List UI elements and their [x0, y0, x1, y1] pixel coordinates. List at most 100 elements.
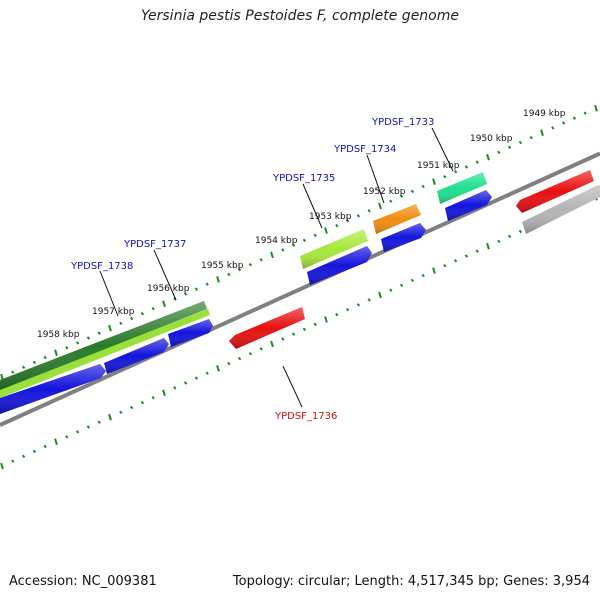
minor-tick [291, 332, 296, 336]
minor-tick [248, 351, 253, 356]
feature-teal-1733-shade [437, 172, 487, 204]
minor-tick [97, 331, 101, 335]
minor-tick [237, 356, 242, 361]
leader-1736 [282, 365, 303, 408]
minor-tick [367, 298, 371, 302]
minor-tick [443, 174, 447, 179]
gene-label-ypdsf-1734[interactable]: YPDSF_1734 [333, 144, 396, 155]
minor-tick [21, 454, 26, 459]
minor-tick [151, 395, 155, 400]
major-tick [378, 202, 382, 210]
minor-tick [410, 278, 415, 283]
minor-tick [335, 223, 339, 228]
leader-1733 [431, 127, 454, 172]
minor-tick [65, 346, 69, 350]
minor-tick [205, 282, 209, 286]
minor-tick [389, 288, 393, 292]
minor-tick [302, 327, 307, 332]
minor-tick [183, 292, 188, 296]
minor-tick [183, 381, 188, 385]
minor-tick [205, 371, 209, 375]
minor-tick [129, 405, 134, 410]
minor-tick [75, 430, 80, 434]
gene-label-ypdsf-1735[interactable]: YPDSF_1735 [272, 173, 335, 184]
minor-tick [464, 165, 469, 169]
minor-tick [561, 121, 566, 125]
feature-gray-right-shade [522, 185, 600, 234]
gene-label-ypdsf-1738[interactable]: YPDSF_1738 [70, 261, 133, 272]
gene-label-ypdsf-1737[interactable]: YPDSF_1737 [123, 239, 186, 250]
leader-1735 [302, 183, 323, 229]
minor-tick [507, 234, 512, 239]
feature-light-green-long[interactable] [0, 309, 210, 398]
genome-backbone [0, 151, 600, 427]
minor-tick [421, 273, 425, 278]
major-tick [324, 227, 328, 234]
minor-tick [475, 160, 479, 164]
minor-tick [313, 322, 317, 327]
feature-red-right-shade [516, 170, 594, 213]
scale-label-1951: 1951 kbp [417, 161, 460, 171]
minor-tick [65, 435, 69, 439]
minor-tick [551, 126, 555, 130]
minor-tick [335, 312, 339, 317]
minor-tick [32, 360, 37, 365]
major-tick [216, 365, 220, 372]
gene-label-ypdsf-1736[interactable]: YPDSF_1736 [274, 411, 337, 422]
minor-tick [21, 365, 26, 370]
minor-tick [497, 150, 501, 155]
scale-label-1955: 1955 kbp [201, 261, 244, 271]
accession-text: Accession: NC_009381 [9, 574, 157, 589]
minor-tick [227, 272, 231, 277]
scale-label-1956: 1956 kbp [147, 284, 190, 294]
scale-ticks-upper [0, 105, 598, 381]
minor-tick [507, 145, 512, 150]
minor-tick [291, 243, 296, 247]
minor-tick [194, 287, 199, 291]
major-tick [108, 324, 112, 332]
minor-tick [43, 355, 47, 360]
gene-label-ypdsf-1733[interactable]: YPDSF_1733 [371, 117, 434, 128]
minor-tick [443, 263, 447, 268]
leader-1737 [153, 249, 177, 301]
scale-ticks-lower [0, 194, 598, 470]
minor-tick [151, 306, 155, 311]
minor-tick [194, 376, 199, 380]
feature-dark-green-shade [0, 301, 207, 391]
major-tick [162, 300, 166, 308]
label-leaders [99, 127, 454, 408]
major-tick [540, 129, 544, 136]
minor-tick [11, 459, 15, 463]
minor-tick [518, 229, 523, 234]
minor-tick [140, 311, 145, 316]
minor-tick [173, 386, 177, 390]
minor-tick [86, 336, 91, 340]
major-tick [162, 389, 166, 397]
minor-tick [248, 262, 253, 267]
minor-tick [345, 307, 350, 312]
leader-1734 [366, 154, 385, 204]
feature-blue-1734-shade [381, 223, 426, 252]
scale-label-1958: 1958 kbp [37, 330, 80, 340]
minor-tick [97, 420, 101, 424]
scale-label-1957: 1957 kbp [92, 307, 135, 317]
feature-track [0, 170, 600, 414]
major-tick [108, 413, 112, 421]
minor-tick [421, 184, 425, 189]
minor-tick [583, 111, 587, 115]
minor-tick [356, 303, 361, 307]
genome-summary-text: Topology: circular; Length: 4,517,345 bp… [232, 574, 590, 589]
minor-tick [518, 140, 523, 145]
minor-tick [313, 233, 317, 238]
feature-blue-1737b-shade [168, 319, 213, 347]
feature-orange-1734-shade [373, 204, 421, 234]
minor-tick [572, 116, 577, 120]
major-tick [270, 340, 274, 348]
minor-tick [302, 238, 307, 243]
minor-tick [345, 218, 350, 223]
minor-tick [259, 347, 263, 351]
scale-label-1954: 1954 kbp [255, 236, 298, 246]
minor-tick [86, 425, 91, 429]
minor-tick [497, 239, 501, 244]
